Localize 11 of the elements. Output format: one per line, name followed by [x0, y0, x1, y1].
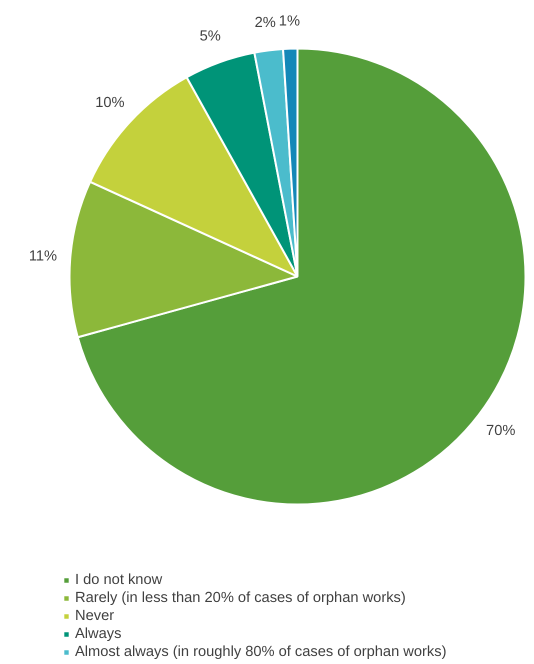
data-label: 70%: [486, 423, 516, 440]
data-label: 11%: [28, 248, 58, 264]
legend-label: Always: [75, 626, 122, 642]
data-label: 10%: [95, 95, 125, 112]
data-label: 5%: [200, 28, 221, 45]
legend-label: Almost always (in roughly 80% of cases of orphan works): [75, 644, 446, 660]
legend-label: Rarely (in less than 20% of cases of orphan works): [75, 590, 406, 606]
data-label: 2%: [254, 15, 276, 32]
legend-label: Never: [75, 608, 114, 624]
legend-label: I do not know: [75, 572, 162, 588]
data-label: 1%: [278, 13, 300, 30]
